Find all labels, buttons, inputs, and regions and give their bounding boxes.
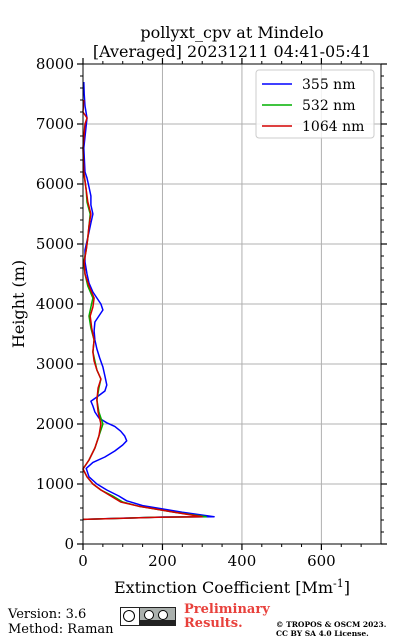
x-axis-label-main: Extinction Coefficient [Mm [114, 578, 333, 597]
x-tick-label: 0 [78, 552, 88, 570]
legend-label: 355 nm [302, 77, 355, 93]
version-text: Version: 3.6 [8, 607, 87, 622]
series-layer [82, 81, 215, 521]
y-tick-label: 6000 [36, 175, 74, 193]
y-tick-label: 4000 [36, 295, 74, 313]
chart-subtitle: [Averaged] 20231211 04:41-05:41 [93, 42, 371, 61]
copyright-text: © TROPOS & OSCM 2023. CC BY SA 4.0 Licen… [276, 620, 387, 638]
axis-ticks: 0 200 400 600010002000300040005000600070008… [36, 55, 387, 570]
y-tick-label: 7000 [36, 115, 74, 133]
preliminary-results-text: Preliminary Results. [184, 602, 270, 631]
x-tick-label: 600 [307, 552, 336, 570]
chart-title: pollyxt_cpv at Mindelo [140, 23, 323, 42]
extinction-profile-chart: pollyxt_cpv at Mindelo [Averaged] 202312… [9, 23, 387, 597]
legend: 355 nm 532 nm 1064 nm [255, 69, 375, 139]
method-text: Method: Raman [8, 622, 114, 637]
legend-label: 532 nm [302, 98, 355, 114]
cc-badge-strip [139, 620, 175, 625]
y-axis-label: Height (m) [9, 260, 28, 348]
y-tick-label: 8000 [36, 55, 74, 73]
sa-icon [158, 610, 168, 620]
legend-label: 1064 nm [302, 119, 364, 135]
x-axis-label-sup: -1 [333, 577, 344, 590]
y-tick-label: 0 [64, 535, 74, 553]
y-tick-label: 3000 [36, 355, 74, 373]
x-tick-label: 400 [228, 552, 257, 570]
cc-icon [121, 608, 140, 625]
cc-by-sa-badge [120, 607, 176, 626]
y-tick-label: 2000 [36, 415, 74, 433]
y-tick-label: 1000 [36, 475, 74, 493]
series-line-355-nm [82, 81, 215, 521]
x-tick-label: 200 [148, 552, 177, 570]
x-axis-label: Extinction Coefficient [Mm-1] [114, 577, 350, 597]
series-line-532-nm [82, 171, 207, 521]
legend-box [255, 69, 375, 139]
series-line-1064-nm [82, 99, 203, 521]
by-icon [144, 610, 154, 620]
x-axis-label-end: ] [344, 578, 350, 597]
y-tick-label: 5000 [36, 235, 74, 253]
